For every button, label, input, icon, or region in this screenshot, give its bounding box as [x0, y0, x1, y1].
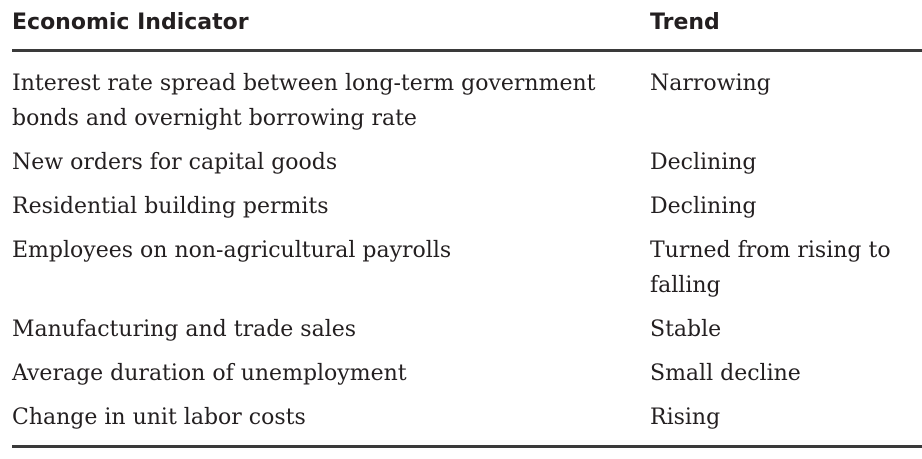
table-row: Employees on non-agricultural payrolls T… [12, 233, 922, 312]
trend-cell: Declining [650, 150, 757, 175]
trend-cell: Turned from rising to falling [650, 238, 891, 298]
indicator-cell: Employees on non-agricultural payrolls [12, 238, 452, 263]
indicator-cell: Interest rate spread between long-term g… [12, 71, 596, 131]
trend-cell: Stable [650, 317, 722, 342]
economic-indicators-table: Economic Indicator Trend Interest rate s… [12, 0, 922, 448]
table-row: Residential building permits Declining [12, 189, 922, 233]
indicator-cell: New orders for capital goods [12, 150, 338, 175]
table-body: Interest rate spread between long-term g… [12, 51, 922, 448]
table-row: Manufacturing and trade sales Stable [12, 312, 922, 356]
indicator-cell: Change in unit labor costs [12, 400, 650, 448]
trend-cell: Declining [650, 194, 757, 219]
indicator-cell: Manufacturing and trade sales [12, 317, 357, 342]
header-row: Economic Indicator Trend [12, 0, 922, 52]
table-row: New orders for capital goods Declining [12, 145, 922, 189]
table-row: Change in unit labor costs Rising [12, 400, 922, 448]
column-header-indicator: Economic Indicator [12, 0, 650, 52]
trend-cell: Small decline [650, 361, 801, 386]
column-header-trend: Trend [650, 0, 922, 52]
indicator-cell: Residential building permits [12, 194, 329, 219]
table-header: Economic Indicator Trend [12, 0, 922, 52]
table-row: Interest rate spread between long-term g… [12, 51, 922, 146]
trend-cell: Narrowing [650, 71, 771, 96]
indicator-cell: Average duration of unemployment [12, 361, 407, 386]
trend-cell: Rising [650, 400, 922, 448]
table-row: Average duration of unemployment Small d… [12, 356, 922, 400]
